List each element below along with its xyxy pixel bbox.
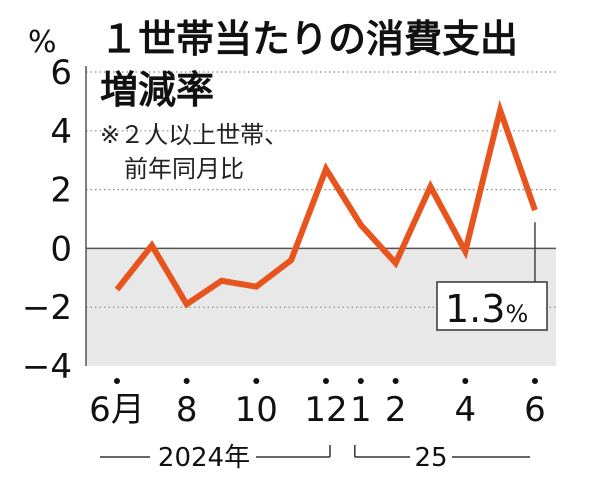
- x-tick-dot: [253, 378, 260, 384]
- data-points: [116, 110, 536, 305]
- year-brackets: 2024年 25: [100, 443, 530, 473]
- y-tick-label: 4: [50, 112, 72, 152]
- x-tick-marks: [114, 378, 538, 384]
- x-tick-label: 6: [524, 390, 546, 430]
- x-tick-dot: [531, 378, 538, 384]
- y-tick-label: −2: [22, 288, 72, 328]
- callout-value: 1.3: [445, 287, 505, 331]
- x-tick-label: 8: [176, 390, 198, 430]
- y-tick-labels: 6 4 2 0 −2 −4: [22, 53, 72, 387]
- callout-unit: %: [505, 300, 528, 328]
- y-tick-label: 2: [50, 171, 72, 211]
- x-tick-label: 12: [304, 390, 347, 430]
- x-tick-dot: [183, 378, 190, 384]
- x-tick-dot: [322, 378, 329, 384]
- chart-note-line2: 前年同月比: [124, 155, 244, 183]
- x-tick-label: 6月: [89, 390, 145, 430]
- year-label-2024: 2024年: [158, 443, 250, 473]
- x-tick-label: 2: [385, 390, 407, 430]
- y-unit-label: %: [28, 25, 57, 60]
- callout-label: 1.3%: [445, 287, 528, 331]
- x-tick-dot: [114, 378, 120, 384]
- y-tick-label: −4: [22, 347, 72, 387]
- chart-title-line2: 増減率: [100, 68, 214, 112]
- x-tick-label: 10: [235, 390, 278, 430]
- x-tick-dot: [462, 378, 469, 384]
- year-label-2025: 25: [414, 443, 447, 473]
- chart-note-line1: ※２人以上世帯、: [100, 121, 288, 149]
- x-tick-label: 1: [350, 390, 372, 430]
- callout-box: [436, 281, 548, 331]
- x-tick-label: 4: [454, 390, 476, 430]
- x-tick-dot: [357, 378, 364, 384]
- y-tick-label: 0: [50, 229, 72, 269]
- y-tick-label: 6: [50, 53, 72, 93]
- x-tick-dot: [392, 378, 399, 384]
- chart-title: １世帯当たりの消費支出: [100, 17, 518, 61]
- x-tick-labels: 6月 8 10 12 1 2 4 6: [89, 390, 546, 430]
